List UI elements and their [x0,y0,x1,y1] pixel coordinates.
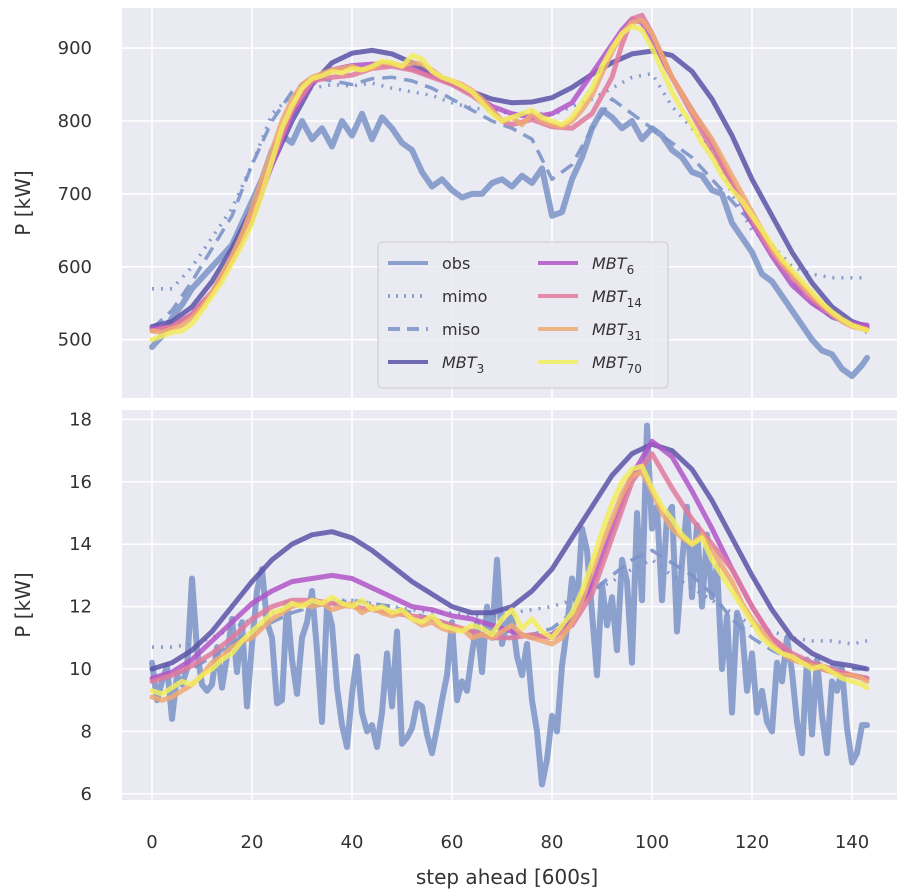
y-tick-label: 12 [69,597,92,618]
x-tick-label: 0 [146,832,157,853]
x-tick-label: 60 [441,832,464,853]
x-tick-label: 40 [341,832,364,853]
x-tick-label: 20 [241,832,264,853]
series-line-mbt-3 [149,441,870,672]
series-line-mbt-14 [149,451,870,684]
legend-label: mimo [442,287,487,306]
y-tick-label: 700 [58,184,92,205]
series-group [149,422,870,788]
x-tick-label: 120 [735,832,769,853]
legend-label: MBT3 [442,353,484,376]
y-axis-title: P [kW] [11,572,35,637]
x-tick-label: 100 [635,832,669,853]
series-group [149,12,870,380]
series-line-obs [149,422,870,788]
y-tick-label: 16 [69,472,92,493]
x-axis-title: step ahead [600s] [416,865,598,889]
legend-box [377,241,669,389]
legend-label: miso [442,320,480,339]
x-tick-label: 140 [835,832,869,853]
legend: obs mimo miso MBT3 MBT6 MBT14 MBT31 MBT70 [377,241,669,389]
y-tick-label: 14 [69,534,92,555]
series-line-mbt-70 [149,463,870,697]
y-tick-label: 500 [58,330,92,351]
y-tick-label: 900 [58,38,92,59]
y-axis-title: P [kW] [11,170,35,235]
y-tick-label: 600 [58,257,92,278]
legend-label: obs [442,254,470,273]
series-line-mbt-70 [149,23,870,343]
legend-label: MBT31 [592,320,642,343]
legend-label: MBT6 [592,254,634,277]
bottom-panel: 6 8 10 12 14 16 18 0 20 40 60 80 100 120 140 P [kW] [11,409,897,853]
legend-label: MBT14 [592,287,642,310]
legend-label: MBT70 [592,353,642,376]
y-tick-label: 18 [69,409,92,430]
y-tick-label: 10 [69,659,92,680]
y-tick-label: 8 [81,721,92,742]
x-tick-label: 80 [541,832,564,853]
y-tick-label: 800 [58,111,92,132]
y-tick-label: 6 [81,784,92,805]
series-line-miso [150,75,868,334]
